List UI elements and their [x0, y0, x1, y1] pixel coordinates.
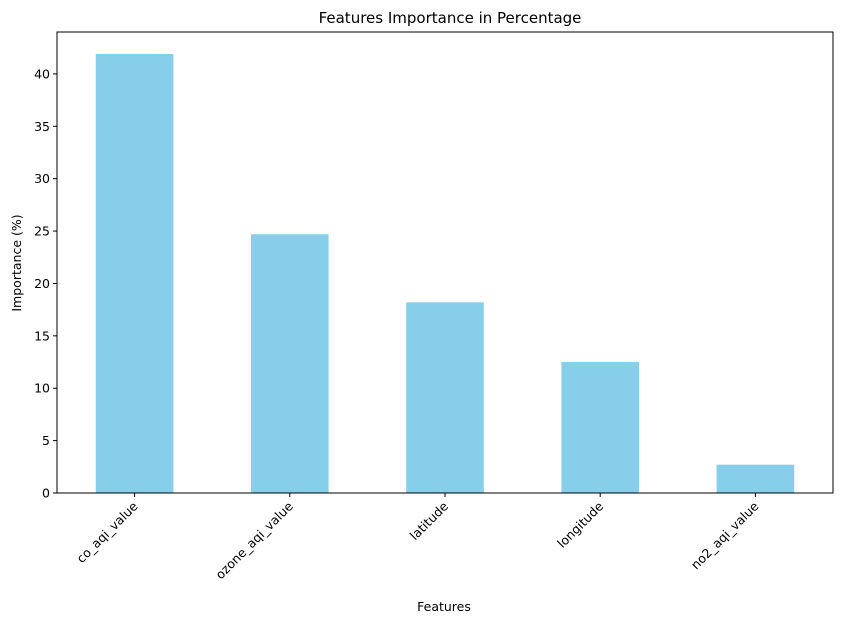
- y-tick-label: 20: [34, 276, 50, 291]
- bar-latitude: [406, 302, 484, 493]
- x-axis-label: Features: [417, 599, 471, 614]
- x-tick-label: longitude: [554, 498, 606, 550]
- x-tick-label: no2_aqi_value: [688, 498, 762, 572]
- x-tick-label: latitude: [407, 498, 452, 543]
- bar-ozone-aqi-value: [251, 234, 329, 493]
- y-tick-label: 40: [34, 66, 50, 81]
- y-tick-label: 0: [42, 486, 50, 501]
- y-tick-label: 30: [34, 171, 50, 186]
- y-tick-label: 10: [34, 381, 50, 396]
- bars: [95, 54, 795, 493]
- y-tick-label: 5: [42, 433, 50, 448]
- y-axis-label: Importance (%): [9, 214, 24, 311]
- y-tick-label: 35: [34, 119, 50, 134]
- bar-co-aqi-value: [95, 54, 174, 493]
- x-tick-label: ozone_aqi_value: [212, 498, 296, 582]
- chart-title: Features Importance in Percentage: [319, 9, 582, 27]
- y-tick-label: 15: [34, 328, 50, 343]
- bar-longitude: [561, 362, 639, 493]
- x-axis-ticks: co_aqi_value ozone_aqi_value latitude longi…: [73, 493, 762, 582]
- x-tick-label: co_aqi_value: [73, 498, 141, 566]
- y-tick-label: 25: [34, 224, 50, 239]
- plot-frame: [56, 31, 834, 494]
- bar-no2-aqi-value: [716, 464, 795, 493]
- y-axis-ticks: 0 5 10 15 20 25 30 35 40: [34, 66, 57, 501]
